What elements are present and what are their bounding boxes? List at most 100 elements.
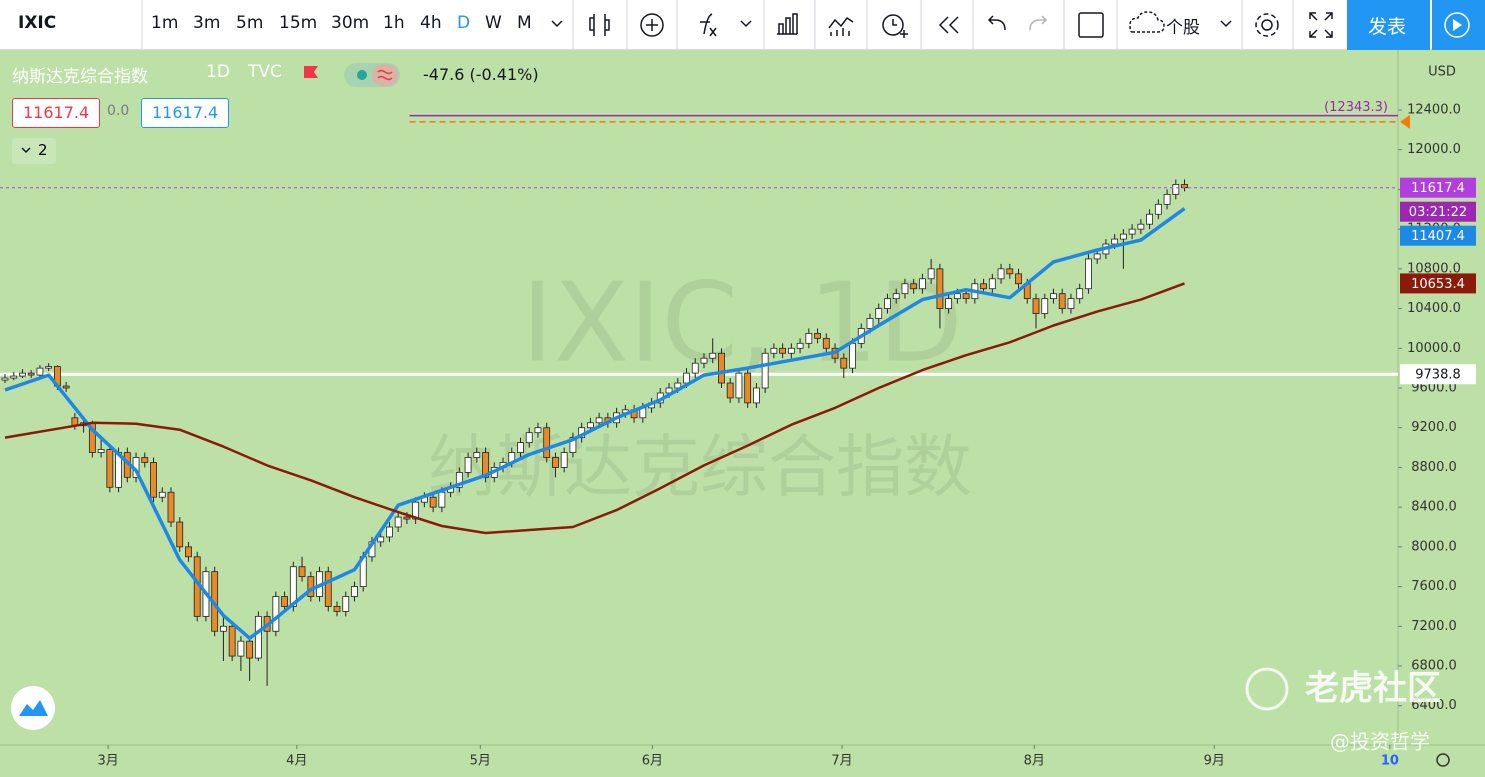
- candle-body: [176, 521, 184, 548]
- alert-icon[interactable]: [882, 14, 904, 36]
- interval[interactable]: 1h: [383, 13, 405, 33]
- bid[interactable]: 11617.4: [12, 98, 101, 128]
- settings-sun[interactable]: [1436, 753, 1450, 767]
- candle-body: [10, 375, 18, 379]
- candle-body: [595, 417, 603, 424]
- legend-interval: 1D: [206, 62, 230, 82]
- candle-body: [543, 427, 551, 458]
- logo-circle[interactable]: [11, 686, 55, 730]
- y-tick-label: 10800.0: [1407, 261, 1461, 276]
- interval[interactable]: 15m: [279, 13, 318, 33]
- compare-icon[interactable]: [640, 13, 664, 37]
- x-tick-label: 10: [1381, 754, 1399, 769]
- candle-body: [718, 352, 725, 384]
- candles-icon[interactable]: [589, 14, 610, 36]
- alert-hands[interactable]: [892, 19, 908, 38]
- settings-center[interactable]: [1261, 19, 1273, 31]
- redo-icon[interactable]: [1029, 15, 1048, 31]
- indicator-count[interactable]: 2: [38, 141, 48, 159]
- cloud-icon[interactable]: [1129, 11, 1165, 33]
- fullscreen-box[interactable]: [1078, 12, 1104, 38]
- ask[interactable]: 11617.4: [141, 98, 230, 128]
- candle-body: [753, 387, 760, 404]
- indicators-icon[interactable]: [700, 13, 717, 37]
- candle-body: [980, 283, 987, 290]
- candle-body: [744, 372, 752, 404]
- x-tick-label: 4月: [286, 754, 307, 769]
- flag[interactable]: [304, 66, 318, 78]
- candle-body: [997, 268, 1005, 280]
- candle-body: [150, 462, 157, 498]
- expand-icon[interactable]: [1309, 12, 1333, 38]
- layout-name[interactable]: 个股: [1166, 18, 1200, 38]
- candle-body: [1163, 193, 1171, 205]
- candle-body: [805, 332, 813, 344]
- symbol[interactable]: IXIC: [18, 13, 57, 33]
- interval[interactable]: M: [517, 13, 532, 33]
- candle-body: [683, 372, 690, 384]
- interval[interactable]: 1m: [151, 13, 179, 33]
- x-tick-label: 3月: [97, 754, 118, 769]
- hline-label: (12343.3): [1324, 100, 1388, 115]
- tradingview-logo[interactable]: [11, 686, 55, 730]
- chevron[interactable]: [740, 20, 752, 28]
- compare-plus[interactable]: [646, 19, 658, 31]
- y-tick-label: 9600.0: [1411, 381, 1457, 396]
- legend-title: 纳斯达克综合指数: [12, 67, 148, 87]
- candle-body: [560, 452, 568, 468]
- candle-body: [892, 293, 900, 300]
- y-tick-label: 6800.0: [1411, 659, 1457, 674]
- indicator-toggle[interactable]: 2: [12, 138, 56, 164]
- play-triangle[interactable]: [1453, 19, 1462, 31]
- candle-body: [525, 432, 533, 444]
- candle-body: [988, 278, 996, 290]
- status-dot: [357, 70, 367, 80]
- candle-body: [1, 377, 9, 381]
- settings-gear[interactable]: [1255, 13, 1279, 37]
- y-tick-label: 10000.0: [1407, 341, 1461, 356]
- replay-icon[interactable]: [938, 16, 959, 34]
- moving-average: [4, 207, 1186, 640]
- x-tick-label: 7月: [831, 754, 852, 769]
- delay-icon: [377, 69, 393, 81]
- chevron[interactable]: [551, 20, 563, 28]
- interval[interactable]: 5m: [236, 13, 264, 33]
- undo-icon[interactable]: [987, 15, 1006, 31]
- candle-body: [289, 566, 297, 607]
- x-tick-label: 6月: [642, 754, 663, 769]
- candle-body: [1050, 293, 1057, 300]
- financials-icon[interactable]: [777, 13, 798, 35]
- y-tick-label: 8400.0: [1411, 500, 1457, 515]
- chevron[interactable]: [1220, 20, 1232, 28]
- candle-body: [482, 452, 489, 478]
- candle-body: [517, 442, 524, 453]
- delay-pill: [372, 64, 398, 86]
- y-tick-label: 12400.0: [1407, 102, 1461, 117]
- play-button[interactable]: [1432, 0, 1485, 50]
- candle-body: [1111, 238, 1119, 245]
- candle-body: [386, 526, 393, 538]
- countdown-badge: 03:21:22: [1409, 205, 1467, 220]
- candle-body: [1093, 253, 1101, 260]
- ideas-icon[interactable]: [828, 16, 854, 36]
- interval[interactable]: D: [457, 13, 471, 33]
- logo-mark[interactable]: [19, 700, 48, 716]
- candle-body: [1128, 228, 1136, 235]
- legend-icons: [304, 63, 400, 87]
- play-circle[interactable]: [1444, 12, 1470, 38]
- candle-body: [106, 449, 114, 488]
- interval[interactable]: 4h: [420, 13, 442, 33]
- publish-label[interactable]: 发表: [1368, 16, 1407, 38]
- toggle-chevron[interactable]: [16, 138, 36, 164]
- countdown-badge-bg: [1400, 201, 1476, 222]
- candle-body: [1154, 203, 1162, 215]
- interval[interactable]: W: [485, 13, 502, 33]
- candle-body: [473, 452, 481, 458]
- last-price-badge-bg: [1400, 177, 1476, 198]
- interval[interactable]: 30m: [331, 13, 370, 33]
- candle-body: [464, 457, 472, 473]
- interval[interactable]: 3m: [193, 13, 221, 33]
- watermark-symbol: IXIC, 1D: [521, 258, 963, 386]
- x-tick-label: 9月: [1204, 754, 1225, 769]
- brand-author: @投资哲学: [1330, 730, 1430, 754]
